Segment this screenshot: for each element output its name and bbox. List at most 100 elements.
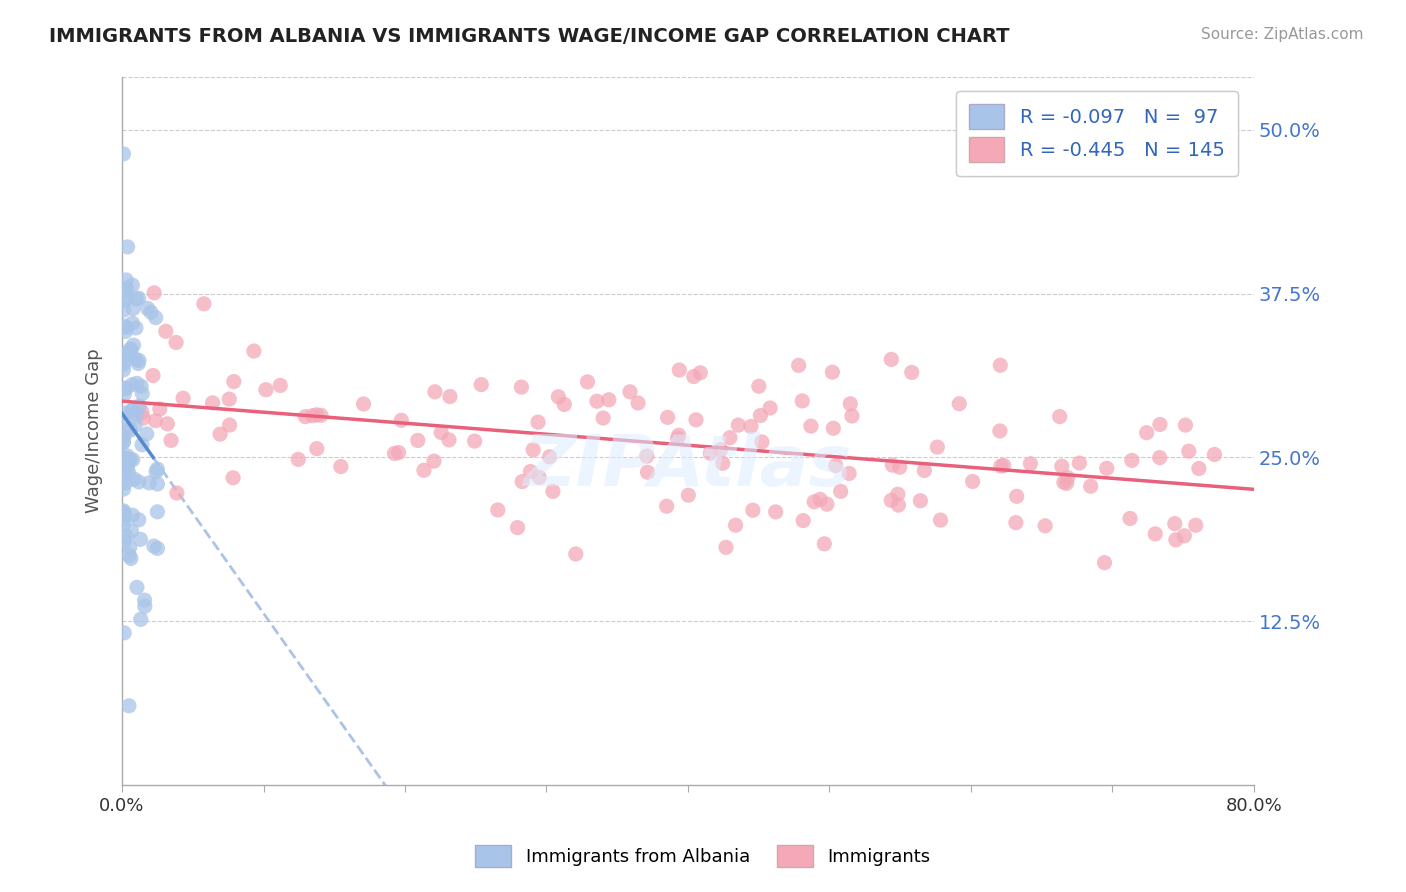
Point	[724, 518, 747, 533]
Point	[112, 357, 135, 371]
Point	[118, 421, 141, 435]
Point	[439, 390, 461, 404]
Point	[112, 411, 135, 425]
Point	[1204, 447, 1226, 461]
Point	[586, 394, 609, 409]
Point	[117, 452, 139, 467]
Point	[711, 456, 734, 470]
Point	[132, 411, 155, 425]
Point	[437, 433, 460, 447]
Point	[165, 335, 187, 350]
Point	[146, 462, 169, 476]
Point	[112, 465, 135, 479]
Point	[423, 454, 446, 468]
Point	[765, 505, 787, 519]
Point	[218, 392, 240, 406]
Point	[129, 379, 152, 393]
Point	[222, 471, 245, 485]
Point	[668, 428, 690, 442]
Point	[112, 534, 135, 549]
Point	[1149, 417, 1171, 432]
Point	[714, 541, 737, 555]
Point	[727, 418, 749, 433]
Point	[553, 397, 575, 411]
Point	[115, 529, 138, 543]
Point	[120, 551, 142, 566]
Point	[134, 599, 156, 614]
Point	[751, 434, 773, 449]
Point	[527, 415, 550, 429]
Point	[142, 368, 165, 383]
Point	[127, 357, 149, 371]
Point	[627, 396, 650, 410]
Point	[486, 503, 509, 517]
Point	[522, 442, 544, 457]
Point	[112, 451, 135, 466]
Point	[792, 393, 814, 408]
Point	[112, 625, 135, 640]
Point	[423, 384, 446, 399]
Point	[301, 409, 323, 423]
Point	[118, 540, 141, 554]
Point	[353, 397, 375, 411]
Point	[146, 505, 169, 519]
Legend: R = -0.097   N =  97, R = -0.445   N = 145: R = -0.097 N = 97, R = -0.445 N = 145	[956, 91, 1239, 176]
Point	[592, 411, 614, 425]
Point	[128, 399, 150, 413]
Point	[510, 380, 533, 394]
Point	[657, 410, 679, 425]
Point	[880, 493, 903, 508]
Point	[787, 359, 810, 373]
Point	[1174, 418, 1197, 433]
Point	[128, 513, 150, 527]
Point	[464, 434, 486, 449]
Point	[121, 452, 143, 467]
Point	[112, 482, 135, 496]
Point	[519, 465, 541, 479]
Point	[218, 418, 240, 433]
Point	[115, 456, 138, 470]
Point	[115, 283, 138, 297]
Point	[120, 524, 142, 538]
Point	[808, 492, 831, 507]
Point	[636, 449, 658, 463]
Point	[118, 698, 141, 713]
Point	[243, 344, 266, 359]
Point	[121, 278, 143, 293]
Point	[1056, 476, 1078, 491]
Point	[1005, 489, 1028, 503]
Point	[115, 320, 138, 334]
Point	[1177, 444, 1199, 458]
Point	[121, 508, 143, 523]
Point	[470, 377, 492, 392]
Text: ZIPAtlas: ZIPAtlas	[523, 432, 852, 501]
Point	[209, 427, 232, 442]
Point	[823, 421, 845, 435]
Point	[668, 363, 690, 377]
Point	[131, 406, 153, 420]
Point	[112, 516, 135, 531]
Point	[125, 580, 148, 594]
Point	[146, 477, 169, 491]
Point	[149, 402, 172, 417]
Point	[678, 488, 700, 502]
Point	[112, 303, 135, 318]
Point	[1136, 425, 1159, 440]
Y-axis label: Wage/Income Gap: Wage/Income Gap	[86, 349, 103, 514]
Point	[287, 452, 309, 467]
Point	[114, 508, 136, 522]
Point	[988, 424, 1011, 438]
Point	[927, 440, 949, 454]
Point	[114, 456, 136, 470]
Point	[759, 401, 782, 415]
Point	[889, 460, 911, 475]
Point	[527, 470, 550, 484]
Point	[142, 539, 165, 553]
Point	[125, 376, 148, 391]
Point	[655, 500, 678, 514]
Point	[718, 431, 741, 445]
Point	[748, 379, 770, 393]
Point	[910, 493, 932, 508]
Point	[112, 450, 135, 465]
Point	[880, 352, 903, 367]
